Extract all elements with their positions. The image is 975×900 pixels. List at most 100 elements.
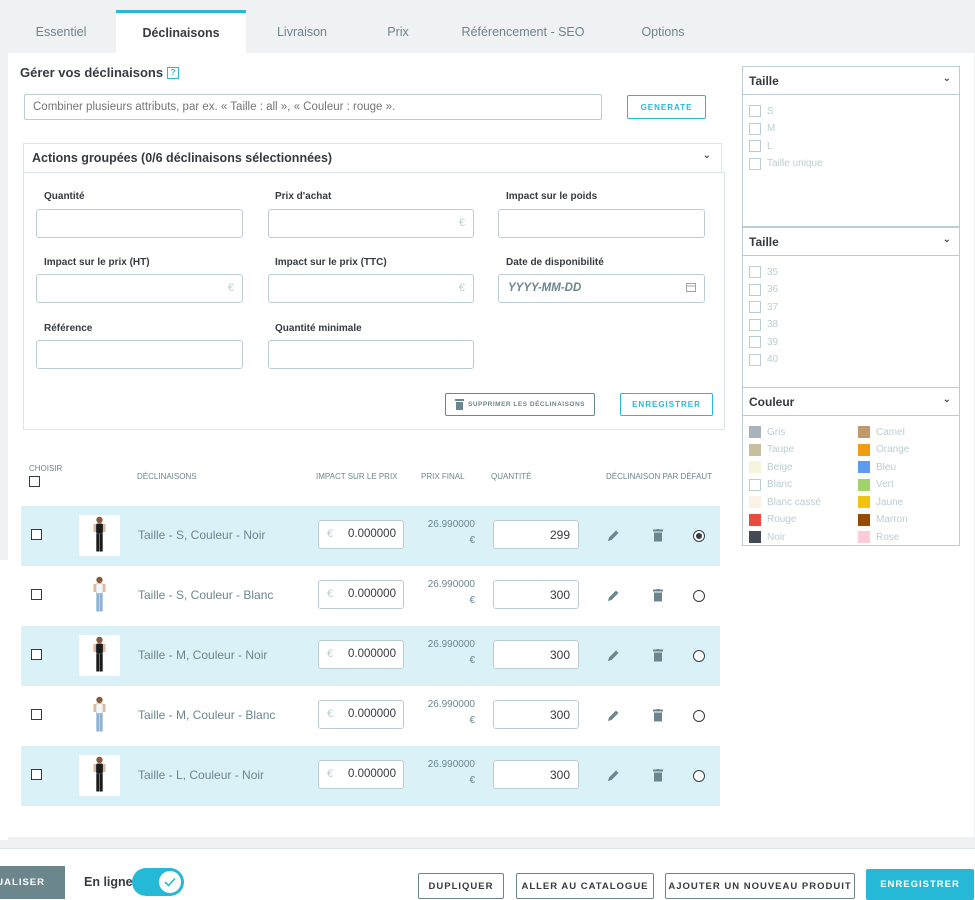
color-option[interactable]: Rouge: [749, 513, 796, 526]
price-impact-input[interactable]: €0.000000: [318, 580, 404, 609]
bulk-quantity-input[interactable]: [36, 209, 243, 238]
color-option[interactable]: Noir: [749, 531, 785, 543]
color-swatch[interactable]: [749, 426, 761, 438]
combine-attributes-input[interactable]: [24, 94, 602, 120]
color-option[interactable]: Vert: [858, 478, 894, 491]
delete-combinations-button[interactable]: SUPPRIMER LES DÉCLINAISONS: [445, 393, 595, 416]
quantity-input[interactable]: 300: [493, 580, 579, 609]
quantity-input[interactable]: 300: [493, 700, 579, 729]
quantity-input[interactable]: 299: [493, 520, 579, 549]
option-checkbox[interactable]: [749, 318, 761, 331]
row-checkbox[interactable]: [31, 649, 42, 660]
attribute-option[interactable]: 40: [749, 353, 778, 366]
bulk-availability-date-input[interactable]: YYYY-MM-DD: [498, 274, 705, 303]
trash-icon[interactable]: [653, 589, 663, 605]
option-checkbox[interactable]: [749, 336, 761, 348]
tab-livraison[interactable]: Livraison: [276, 24, 328, 39]
color-swatch[interactable]: [858, 478, 870, 491]
option-checkbox[interactable]: [749, 105, 761, 117]
attribute-option[interactable]: 38: [749, 318, 778, 331]
option-checkbox[interactable]: [749, 353, 761, 366]
bulk-reference-input[interactable]: [36, 340, 243, 369]
option-checkbox[interactable]: [749, 122, 761, 135]
color-swatch[interactable]: [749, 443, 761, 456]
duplicate-button[interactable]: DUPLIQUER: [418, 873, 504, 899]
attribute-panel-header[interactable]: Taille ⌄: [743, 67, 959, 95]
tab-declinaisons[interactable]: Déclinaisons: [116, 10, 246, 53]
color-option[interactable]: Beige: [749, 461, 793, 473]
default-combination-radio[interactable]: [693, 590, 705, 602]
color-option[interactable]: Camel: [858, 426, 905, 438]
calendar-icon[interactable]: [686, 282, 696, 295]
row-checkbox[interactable]: [31, 529, 42, 540]
color-swatch[interactable]: [858, 496, 870, 508]
bulk-save-button[interactable]: ENREGISTRER: [620, 393, 713, 416]
attribute-option[interactable]: 37: [749, 301, 778, 313]
color-swatch[interactable]: [858, 443, 870, 456]
bulk-min-quantity-input[interactable]: [268, 340, 474, 369]
attribute-panel-header[interactable]: Couleur ⌄: [743, 388, 959, 416]
go-to-catalog-button[interactable]: ALLER AU CATALOGUE: [516, 873, 654, 899]
tab-prix[interactable]: Prix: [387, 24, 409, 39]
quantity-input[interactable]: 300: [493, 760, 579, 789]
pencil-icon[interactable]: [607, 589, 620, 605]
preview-button[interactable]: SUALISER: [0, 866, 65, 899]
add-new-product-button[interactable]: AJOUTER UN NOUVEAU PRODUIT: [665, 873, 855, 899]
attribute-option[interactable]: 36: [749, 283, 778, 296]
trash-icon[interactable]: [653, 709, 663, 725]
color-swatch[interactable]: [858, 513, 870, 526]
color-swatch[interactable]: [749, 478, 761, 491]
pencil-icon[interactable]: [607, 649, 620, 665]
price-impact-input[interactable]: €0.000000: [318, 700, 404, 729]
color-swatch[interactable]: [858, 426, 870, 438]
option-checkbox[interactable]: [749, 140, 761, 152]
default-combination-radio[interactable]: [693, 710, 705, 722]
trash-icon[interactable]: [653, 769, 663, 785]
color-option[interactable]: Blanc: [749, 478, 792, 491]
bulk-weight-impact-input[interactable]: [498, 209, 705, 238]
pencil-icon[interactable]: [607, 769, 620, 785]
attribute-option[interactable]: Taille unique: [749, 157, 823, 170]
default-combination-radio[interactable]: [693, 770, 705, 782]
generate-button[interactable]: GENERATE: [627, 95, 706, 119]
pencil-icon[interactable]: [607, 529, 620, 545]
row-checkbox[interactable]: [31, 709, 42, 720]
color-swatch[interactable]: [749, 496, 761, 508]
attribute-option[interactable]: M: [749, 122, 775, 135]
price-impact-input[interactable]: €0.000000: [318, 520, 404, 549]
attribute-option[interactable]: 39: [749, 336, 778, 348]
color-option[interactable]: Taupe: [749, 443, 794, 456]
help-icon[interactable]: ?: [167, 66, 180, 79]
attribute-option[interactable]: 35: [749, 266, 778, 278]
pencil-icon[interactable]: [607, 709, 620, 725]
price-impact-input[interactable]: €0.000000: [318, 640, 404, 669]
color-option[interactable]: Blanc cassé: [749, 496, 821, 508]
option-checkbox[interactable]: [749, 157, 761, 170]
trash-icon[interactable]: [653, 649, 663, 665]
color-option[interactable]: Jaune: [858, 496, 903, 508]
color-option[interactable]: Bleu: [858, 461, 896, 473]
tab-seo[interactable]: Référencement - SEO: [461, 24, 585, 39]
default-combination-radio[interactable]: [693, 530, 705, 542]
color-swatch[interactable]: [858, 531, 870, 543]
bulk-price-impact-ht-input[interactable]: €: [36, 274, 243, 303]
bulk-price-impact-ttc-input[interactable]: €: [268, 274, 474, 303]
color-swatch[interactable]: [749, 461, 761, 473]
attribute-panel-header[interactable]: Taille ⌄: [743, 228, 959, 256]
tab-options[interactable]: Options: [641, 24, 685, 39]
bulk-purchase-price-input[interactable]: €: [268, 209, 474, 238]
attribute-option[interactable]: L: [749, 140, 773, 152]
color-option[interactable]: Rose: [858, 531, 899, 543]
option-checkbox[interactable]: [749, 283, 761, 296]
quantity-input[interactable]: 300: [493, 640, 579, 669]
color-swatch[interactable]: [749, 513, 761, 526]
row-checkbox[interactable]: [31, 589, 42, 600]
option-checkbox[interactable]: [749, 301, 761, 313]
color-swatch[interactable]: [858, 461, 870, 473]
default-combination-radio[interactable]: [693, 650, 705, 662]
trash-icon[interactable]: [653, 529, 663, 545]
color-swatch[interactable]: [749, 531, 761, 543]
select-all-checkbox[interactable]: [29, 476, 40, 487]
tab-essentiel[interactable]: Essentiel: [35, 24, 87, 39]
save-product-button[interactable]: ENREGISTRER: [866, 869, 974, 900]
